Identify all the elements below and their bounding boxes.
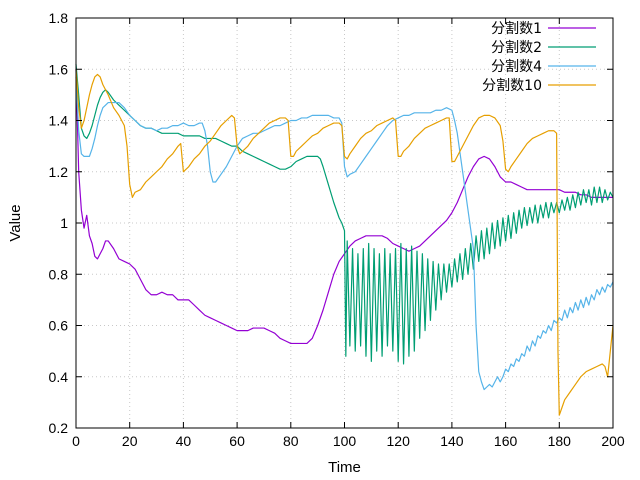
- x-tick-label: 0: [72, 433, 80, 449]
- legend-item-1: 分割数1: [491, 20, 596, 37]
- x-axis-label: Time: [328, 459, 361, 476]
- x-tick-label: 20: [122, 433, 138, 449]
- y-tick-label: 1.6: [49, 61, 69, 77]
- x-tick-label: 100: [333, 433, 357, 449]
- legend-label: 分割数4: [491, 58, 542, 75]
- legend-item-2: 分割数2: [491, 39, 596, 56]
- legend-label: 分割数1: [491, 20, 542, 37]
- y-tick-label: 1.8: [49, 10, 69, 26]
- x-tick-label: 60: [229, 433, 245, 449]
- legend-item-4: 分割数10: [482, 77, 596, 94]
- grid-lines: [76, 18, 613, 428]
- x-tick-label: 160: [494, 433, 518, 449]
- series-line-1: [75, 69, 613, 345]
- y-tick-label: 1.2: [49, 164, 69, 180]
- tick-marks: [75, 17, 614, 429]
- legend: 分割数1 分割数2 分割数4 分割数10: [482, 20, 596, 94]
- x-tick-labels: 0 20 40 60 80 100 120 140 160 180 200: [72, 433, 625, 449]
- y-tick-label: 0.8: [49, 266, 69, 282]
- y-tick-label: 0.2: [49, 420, 69, 436]
- legend-label: 分割数2: [491, 39, 542, 56]
- y-tick-label: 0.4: [49, 369, 69, 385]
- legend-label: 分割数10: [482, 77, 542, 94]
- x-tick-label: 40: [176, 433, 192, 449]
- series-group: [75, 64, 614, 416]
- y-axis-label: Value: [7, 204, 24, 241]
- series-line-3: [75, 76, 614, 391]
- y-tick-label: 0.6: [49, 318, 69, 334]
- y-tick-label: 1: [60, 215, 68, 231]
- series-line-4: [75, 69, 614, 416]
- x-tick-label: 80: [283, 433, 299, 449]
- y-tick-label: 1.4: [49, 113, 69, 129]
- x-tick-label: 200: [601, 433, 625, 449]
- x-tick-label: 180: [548, 433, 572, 449]
- x-tick-label: 120: [387, 433, 411, 449]
- legend-item-3: 分割数4: [491, 58, 596, 75]
- y-tick-labels: 0.2 0.4 0.6 0.8 1 1.2 1.4 1.6 1.8: [49, 10, 69, 436]
- series-line-2: [75, 64, 614, 365]
- x-tick-label: 140: [440, 433, 464, 449]
